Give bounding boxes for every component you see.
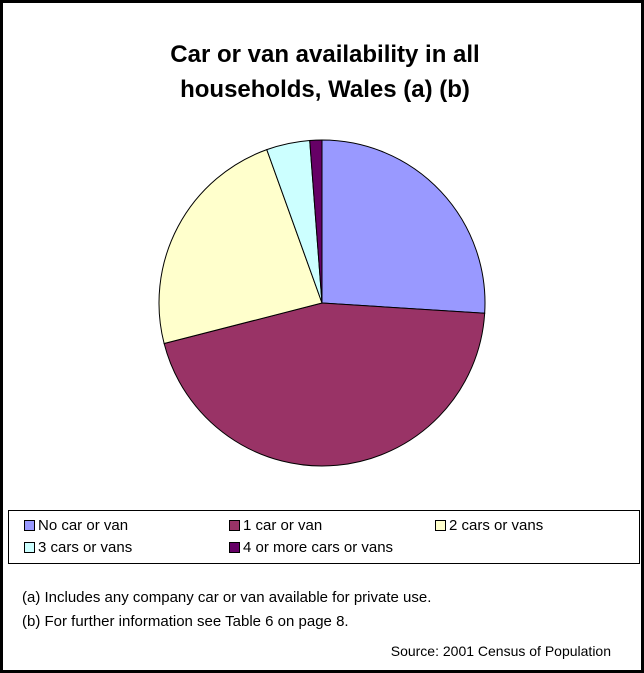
legend-swatch bbox=[229, 542, 240, 553]
legend-label: 1 car or van bbox=[243, 517, 323, 534]
legend-item: No car or van bbox=[24, 517, 128, 534]
legend-item: 1 car or van bbox=[229, 517, 322, 534]
legend-swatch bbox=[229, 520, 240, 531]
legend-label: No car or van bbox=[38, 517, 129, 534]
legend-label: 3 cars or vans bbox=[38, 539, 133, 556]
legend-label: 2 cars or vans bbox=[449, 517, 544, 534]
pie-slice bbox=[321, 139, 486, 314]
pie-slice bbox=[158, 148, 323, 345]
legend-item: 4 or more cars or vans bbox=[229, 539, 393, 556]
legend-item: 2 cars or vans bbox=[435, 517, 543, 534]
legend-swatch bbox=[24, 520, 35, 531]
note: (a) Includes any company car or van avai… bbox=[22, 589, 432, 606]
legend-swatch bbox=[435, 520, 446, 531]
legend: No car or van 1 car or van 2 cars or vans 3… bbox=[8, 510, 640, 564]
source: Source: 2001 Census of Population bbox=[390, 643, 611, 659]
chart-title: Car or van availability in all household… bbox=[170, 41, 480, 103]
pie-slice bbox=[163, 302, 486, 467]
legend-swatch bbox=[24, 542, 35, 553]
note: (b) For further information see Table 6 … bbox=[22, 613, 349, 630]
legend-item: 3 cars or vans bbox=[24, 539, 132, 556]
pie-area bbox=[158, 139, 486, 467]
legend-label: 4 or more cars or vans bbox=[243, 539, 394, 556]
pie-slice bbox=[309, 139, 323, 304]
